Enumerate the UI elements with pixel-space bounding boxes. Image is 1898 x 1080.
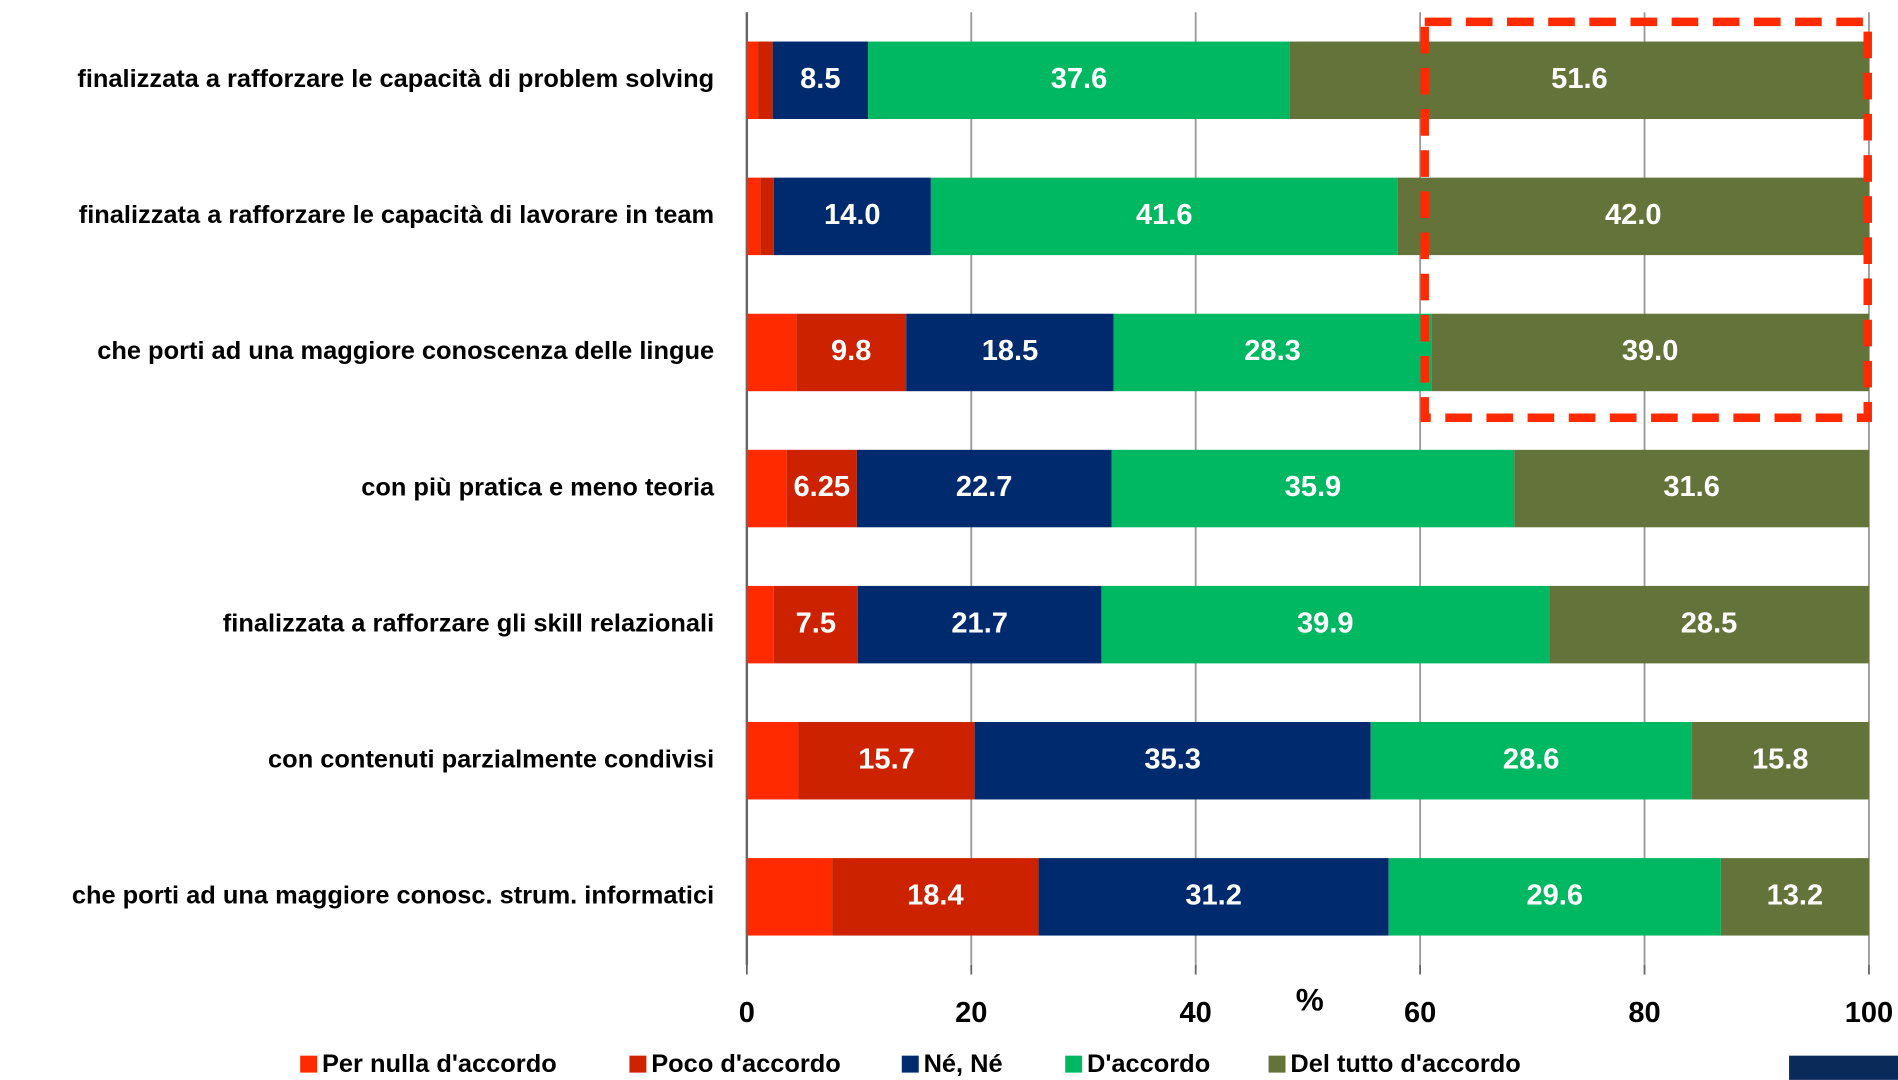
data-label: 6.25 bbox=[793, 471, 850, 503]
bar-segment bbox=[1111, 449, 1515, 528]
category-label: finalizzata a rafforzare gli skill relaz… bbox=[223, 609, 714, 637]
bar-segment bbox=[798, 722, 975, 800]
legend-swatch bbox=[1268, 1055, 1286, 1073]
bar-segment bbox=[746, 722, 799, 800]
highlight-box bbox=[1420, 17, 1872, 422]
bar-segment bbox=[746, 313, 797, 392]
bar-segment bbox=[857, 585, 1102, 664]
bar-segment bbox=[746, 449, 787, 528]
bar-segment bbox=[746, 41, 759, 120]
x-axis-label: % bbox=[1296, 983, 1324, 1018]
bar-segment bbox=[1289, 41, 1869, 120]
data-label: 51.6 bbox=[1551, 63, 1608, 95]
data-label: 13.2 bbox=[1767, 879, 1824, 911]
bar-segment bbox=[1388, 858, 1721, 936]
legend-swatch bbox=[300, 1055, 318, 1073]
data-label: 41.6 bbox=[1136, 199, 1193, 231]
bar-segment bbox=[786, 449, 857, 528]
bar-segment bbox=[1038, 858, 1389, 936]
data-label: 8.5 bbox=[800, 63, 840, 95]
bar-segment bbox=[1370, 722, 1692, 800]
data-label: 29.6 bbox=[1526, 879, 1583, 911]
data-label: 28.6 bbox=[1503, 743, 1560, 775]
legend-label: Per nulla d'accordo bbox=[322, 1050, 557, 1078]
data-label: 31.2 bbox=[1185, 879, 1242, 911]
bar-segment bbox=[760, 177, 774, 256]
data-label: 15.8 bbox=[1752, 743, 1809, 775]
bar-segment bbox=[906, 313, 1114, 392]
bar-segment bbox=[868, 41, 1290, 120]
bar-segment bbox=[758, 41, 773, 120]
bar-segment bbox=[930, 177, 1398, 256]
data-label: 7.5 bbox=[796, 607, 836, 639]
bar-segment bbox=[773, 585, 858, 664]
data-label: 35.3 bbox=[1144, 743, 1201, 775]
data-label: 14.0 bbox=[824, 199, 881, 231]
bar-segment bbox=[1397, 177, 1869, 256]
bar-segment bbox=[746, 177, 761, 256]
legend-label: Poco d'accordo bbox=[651, 1050, 841, 1078]
data-label: 39.0 bbox=[1622, 335, 1679, 367]
data-label: 42.0 bbox=[1605, 199, 1662, 231]
bar-segment bbox=[832, 858, 1039, 936]
bar-segment bbox=[1113, 313, 1432, 392]
data-label: 9.8 bbox=[831, 335, 871, 367]
bar-segment bbox=[1514, 449, 1869, 528]
category-label: con contenuti parzialmente condivisi bbox=[268, 745, 714, 773]
legend-swatch bbox=[629, 1055, 647, 1073]
bar-segment bbox=[773, 177, 931, 256]
category-label: con più pratica e meno teoria bbox=[361, 473, 715, 501]
data-label: 21.7 bbox=[951, 607, 1008, 639]
bar-segment bbox=[974, 722, 1371, 800]
category-label: che porti ad una maggiore conosc. strum.… bbox=[72, 882, 714, 910]
bar-segment bbox=[746, 858, 833, 936]
bar-segment bbox=[746, 585, 774, 664]
bar-segment bbox=[1101, 585, 1550, 664]
bar-segment bbox=[1691, 722, 1869, 800]
category-label: finalizzata a rafforzare le capacità di … bbox=[79, 201, 714, 229]
data-label: 35.9 bbox=[1285, 471, 1342, 503]
data-label: 15.7 bbox=[858, 743, 915, 775]
data-label: 28.3 bbox=[1244, 335, 1301, 367]
x-tick-label: 40 bbox=[1180, 997, 1212, 1029]
x-tick-label: 60 bbox=[1404, 997, 1436, 1029]
data-label: 31.6 bbox=[1663, 471, 1720, 503]
category-label: finalizzata a rafforzare le capacità di … bbox=[77, 65, 714, 93]
bar-segment bbox=[1720, 858, 1869, 936]
legend-swatch bbox=[901, 1055, 919, 1073]
data-label: 37.6 bbox=[1051, 63, 1108, 95]
bar-segment bbox=[1549, 585, 1869, 664]
data-label: 28.5 bbox=[1681, 607, 1738, 639]
category-label: che porti ad una maggiore conoscenza del… bbox=[97, 337, 714, 365]
bars: 8.5 37.6 51.6 14.0 41.6 42.0 9.8 18.5 28.3 39.0 6.… bbox=[746, 41, 1869, 936]
bar-segment bbox=[772, 41, 869, 120]
bar-segment bbox=[856, 449, 1112, 528]
bar-segment bbox=[796, 313, 907, 392]
x-tick-label: 0 bbox=[739, 997, 755, 1029]
x-tick-label: 80 bbox=[1628, 997, 1660, 1029]
legend-label: D'accordo bbox=[1087, 1050, 1210, 1078]
x-tick-label: 20 bbox=[955, 997, 987, 1029]
data-label: 39.9 bbox=[1297, 607, 1354, 639]
data-label: 18.5 bbox=[982, 335, 1039, 367]
bar-segment bbox=[1431, 313, 1869, 392]
legend-swatch bbox=[1065, 1055, 1083, 1073]
logo-corner bbox=[1789, 1055, 1898, 1080]
data-label: 22.7 bbox=[956, 471, 1013, 503]
data-label: 18.4 bbox=[907, 879, 964, 911]
legend-label: Né, Né bbox=[924, 1050, 1003, 1078]
x-tick-label: 100 bbox=[1845, 997, 1893, 1029]
legend-label: Del tutto d'accordo bbox=[1290, 1050, 1520, 1078]
